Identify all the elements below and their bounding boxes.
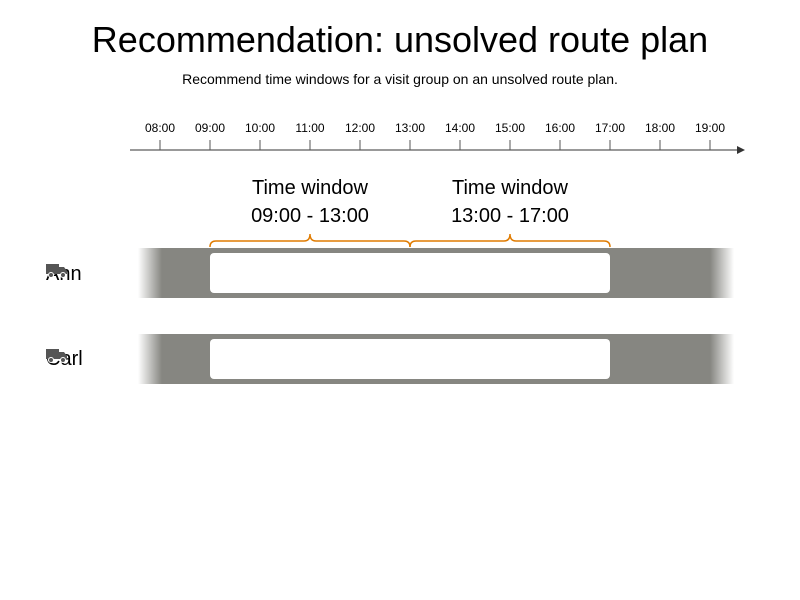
driver-shift-block bbox=[210, 253, 610, 293]
time-window-range: 09:00 - 13:00 bbox=[251, 205, 369, 227]
tick-label: 13:00 bbox=[395, 121, 425, 135]
tick-label: 15:00 bbox=[495, 121, 525, 135]
time-window-label: Time window 09:00 - 13:00 bbox=[210, 174, 410, 230]
time-window-label: Time window 13:00 - 17:00 bbox=[410, 174, 610, 230]
time-window-range: 13:00 - 17:00 bbox=[451, 205, 569, 227]
tick-label: 19:00 bbox=[695, 121, 725, 135]
time-window-bracket bbox=[209, 233, 411, 248]
page-subtitle: Recommend time windows for a visit group… bbox=[182, 71, 618, 87]
time-axis bbox=[130, 146, 745, 154]
driver-lanes bbox=[138, 248, 734, 384]
tick-label: 08:00 bbox=[145, 121, 175, 135]
truck-icon bbox=[46, 264, 67, 278]
tick-label: 11:00 bbox=[295, 121, 324, 135]
time-window-heading: Time window bbox=[252, 177, 368, 199]
axis-ticks: 08:00 09:00 10:00 11:00 12:00 13:00 14:00 15:00… bbox=[145, 121, 725, 150]
tick-label: 18:00 bbox=[645, 121, 675, 135]
time-window-bracket bbox=[409, 233, 611, 248]
tick-label: 16:00 bbox=[545, 121, 575, 135]
driver-row-ann: Ann bbox=[46, 262, 82, 286]
tick-label: 17:00 bbox=[595, 121, 625, 135]
tick-label: 14:00 bbox=[445, 121, 475, 135]
driver-shift-block bbox=[210, 339, 610, 379]
axis-arrow bbox=[737, 146, 745, 154]
driver-row-carl: Carl bbox=[46, 347, 83, 371]
truck-icon bbox=[46, 349, 67, 363]
time-window-brackets bbox=[209, 233, 611, 248]
tick-label: 10:00 bbox=[245, 121, 275, 135]
tick-label: 09:00 bbox=[195, 121, 225, 135]
page-title: Recommendation: unsolved route plan bbox=[91, 19, 709, 60]
time-window-heading: Time window bbox=[452, 177, 568, 199]
tick-label: 12:00 bbox=[345, 121, 375, 135]
